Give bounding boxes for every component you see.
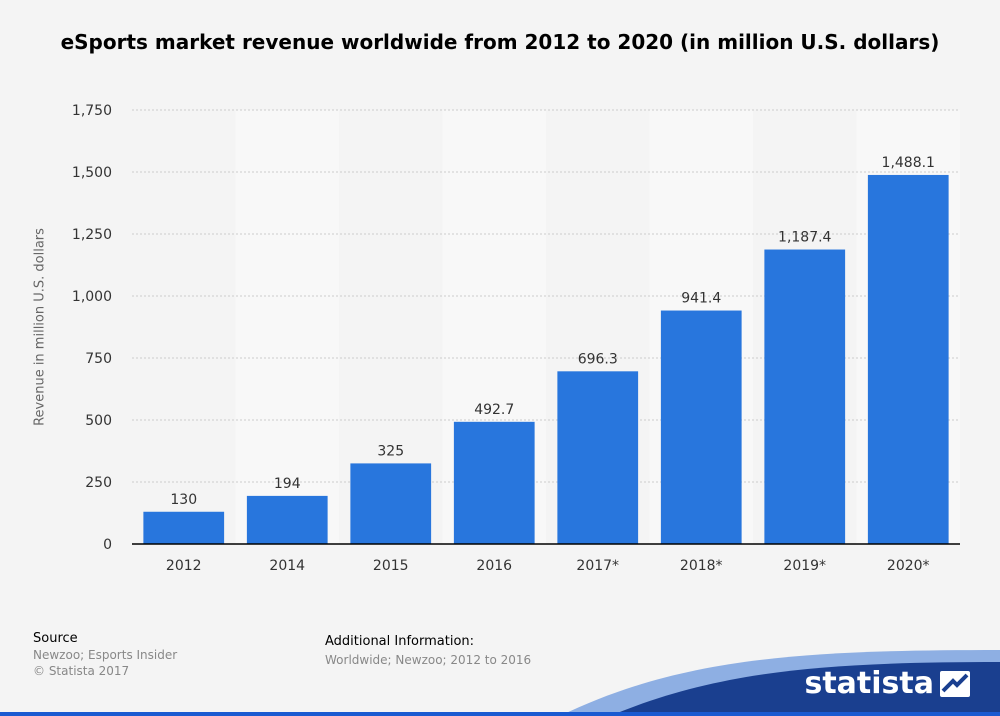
x-tick-label: 2012 (166, 558, 202, 574)
bar (660, 310, 742, 544)
source-block: Source Newzoo; Esports Insider © Statist… (33, 631, 177, 679)
y-tick-label: 1,500 (72, 165, 112, 181)
bar (143, 511, 225, 544)
data-label: 194 (274, 476, 301, 492)
additional-info-heading: Additional Information: (325, 634, 475, 649)
copyright-line: © Statista 2017 (33, 664, 130, 678)
x-tick-label: 2014 (269, 558, 305, 574)
y-tick-label: 1,250 (72, 227, 112, 243)
x-tick-label: 2018* (680, 558, 723, 574)
data-label: 696.3 (578, 351, 618, 367)
data-label: 1,187.4 (778, 230, 832, 246)
source-heading: Source (33, 631, 78, 646)
additional-info-text: Worldwide; Newzoo; 2012 to 2016 (325, 653, 532, 667)
bar (764, 249, 846, 545)
statista-logo-icon (940, 670, 970, 697)
statista-wordmark: statista (804, 666, 934, 701)
x-tick-label: 2020* (887, 558, 930, 574)
y-tick-label: 750 (85, 351, 112, 367)
y-tick-label: 0 (103, 537, 112, 553)
data-label: 492.7 (474, 402, 514, 418)
bar (557, 371, 639, 544)
y-tick-label: 250 (85, 475, 112, 491)
bar (350, 463, 432, 544)
chart-title: eSports market revenue worldwide from 20… (60, 30, 940, 54)
data-label: 130 (170, 492, 197, 508)
statista-logo[interactable]: statista (804, 666, 970, 701)
bar (246, 495, 328, 544)
bar-chart: 0 250 500 750 1,000 1,250 1,500 1,750 130 2012 194… (72, 103, 960, 574)
y-axis-label: Revenue in million U.S. dollars (32, 228, 48, 426)
x-tick-label: 2016 (476, 558, 512, 574)
x-tick-label: 2015 (373, 558, 409, 574)
bar (867, 174, 949, 544)
y-tick-label: 500 (85, 413, 112, 429)
additional-info-block: Additional Information: Worldwide; Newzo… (325, 633, 531, 669)
band (235, 110, 339, 544)
bar (453, 421, 535, 544)
source-line[interactable]: Newzoo; Esports Insider (33, 648, 178, 662)
data-label: 325 (377, 443, 404, 459)
x-tick-label: 2019* (783, 558, 826, 574)
brand-banner (0, 650, 1000, 716)
x-tick-label: 2017* (576, 558, 619, 574)
data-label: 1,488.1 (882, 155, 935, 171)
y-tick-label: 1,750 (72, 103, 112, 119)
y-tick-label: 1,000 (72, 289, 112, 305)
data-label: 941.4 (681, 291, 721, 307)
